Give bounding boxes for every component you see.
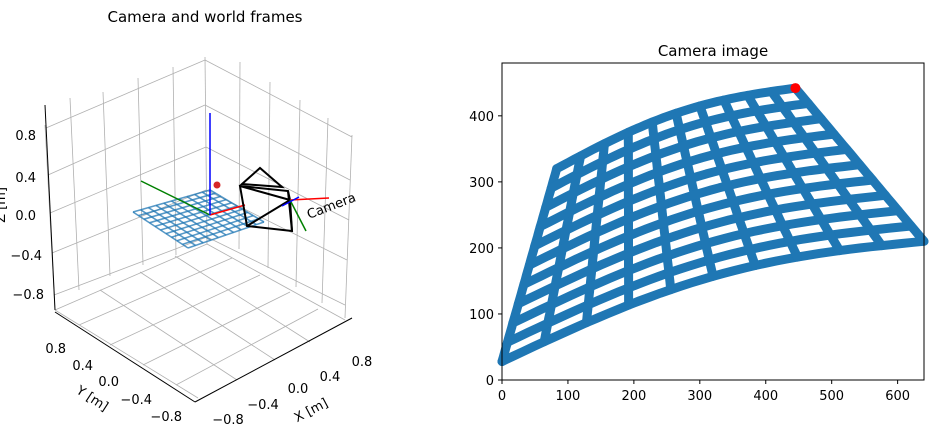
y-tick-label: −0.4 — [120, 393, 152, 408]
x-ticks: −0.8 −0.4 0.0 0.4 0.8 — [212, 355, 372, 428]
y2-tick-label: 200 — [469, 242, 494, 257]
grid-line — [110, 275, 260, 345]
world-plane-grid — [133, 190, 264, 248]
y2-tick-label: 300 — [469, 176, 494, 191]
x-axis-line — [195, 318, 352, 402]
y-tick-label: −0.8 — [150, 410, 182, 425]
x2-tick-label: 100 — [556, 389, 581, 404]
x2-tick-label: 500 — [819, 389, 844, 404]
chart-3d: Camera and world frames — [0, 8, 372, 428]
grid-line — [140, 272, 275, 360]
z-axis-line — [45, 105, 55, 310]
x2-tick-label: 400 — [753, 389, 778, 404]
grid-line — [103, 92, 110, 276]
grid-line — [143, 292, 290, 365]
z-axis-label: Z [m] — [0, 187, 9, 223]
z-tick-label: −0.8 — [12, 288, 44, 303]
grid-line — [207, 244, 345, 320]
x-tick-label: −0.8 — [212, 413, 244, 428]
grid-line — [138, 78, 143, 265]
camera-up-marker — [242, 168, 282, 187]
y-ticks: 0.8 0.4 0.0 −0.4 −0.8 — [45, 342, 182, 425]
x2-tick-label: 600 — [885, 389, 910, 404]
world-point — [214, 182, 221, 189]
x-tick-label: 0.0 — [288, 382, 309, 397]
y2-tick-label: 100 — [469, 308, 494, 323]
x-axis-label: X [m] — [292, 396, 331, 426]
grid-line — [48, 105, 205, 175]
pane-grid — [45, 57, 352, 398]
chart-3d-title: Camera and world frames — [108, 8, 303, 26]
x-tick-label: 0.4 — [320, 370, 341, 385]
y-tick-label: 0.4 — [72, 359, 93, 374]
image-points — [502, 88, 924, 361]
chart-2d-title: Camera image — [658, 42, 768, 60]
x-tick-label: 0.8 — [352, 355, 373, 370]
y-tick-label: 0.0 — [98, 375, 119, 390]
y-tick-label: 0.8 — [45, 342, 66, 357]
grid-line — [345, 135, 352, 318]
x-tick-label: −0.4 — [247, 398, 279, 413]
highlight-point — [790, 83, 800, 93]
grid-line — [55, 310, 198, 398]
z-tick-label: 0.8 — [15, 129, 36, 144]
grid-line — [100, 290, 237, 380]
z-ticks: 0.8 0.4 0.0 −0.4 −0.8 — [10, 129, 44, 303]
grid-line — [207, 237, 345, 305]
grid-line — [176, 309, 318, 385]
grid-line — [55, 244, 207, 310]
z-tick-label: 0.0 — [15, 209, 36, 224]
x2-tick-label: 0 — [498, 389, 506, 404]
grid-line — [205, 60, 352, 137]
grid-line — [46, 60, 205, 128]
grid-line — [175, 256, 310, 342]
z-tick-label: −0.4 — [10, 249, 42, 264]
axis-lines — [45, 105, 352, 402]
y2-ticks: 0 100 200 300 400 — [469, 110, 502, 389]
x2-tick-label: 300 — [687, 389, 712, 404]
camera-annotation: Camera — [305, 190, 358, 222]
y2-tick-label: 0 — [486, 374, 494, 389]
x2-ticks: 0 100 200 300 400 500 600 — [498, 380, 910, 404]
y2-tick-label: 400 — [469, 110, 494, 125]
chart-2d: Camera image 0 100 200 300 400 500 600 0 100 200… — [469, 42, 924, 404]
grid-line — [205, 105, 350, 180]
grid-line — [70, 98, 79, 290]
x2-tick-label: 200 — [621, 389, 646, 404]
z-tick-label: 0.4 — [15, 171, 36, 186]
y-axis-line — [55, 312, 195, 402]
